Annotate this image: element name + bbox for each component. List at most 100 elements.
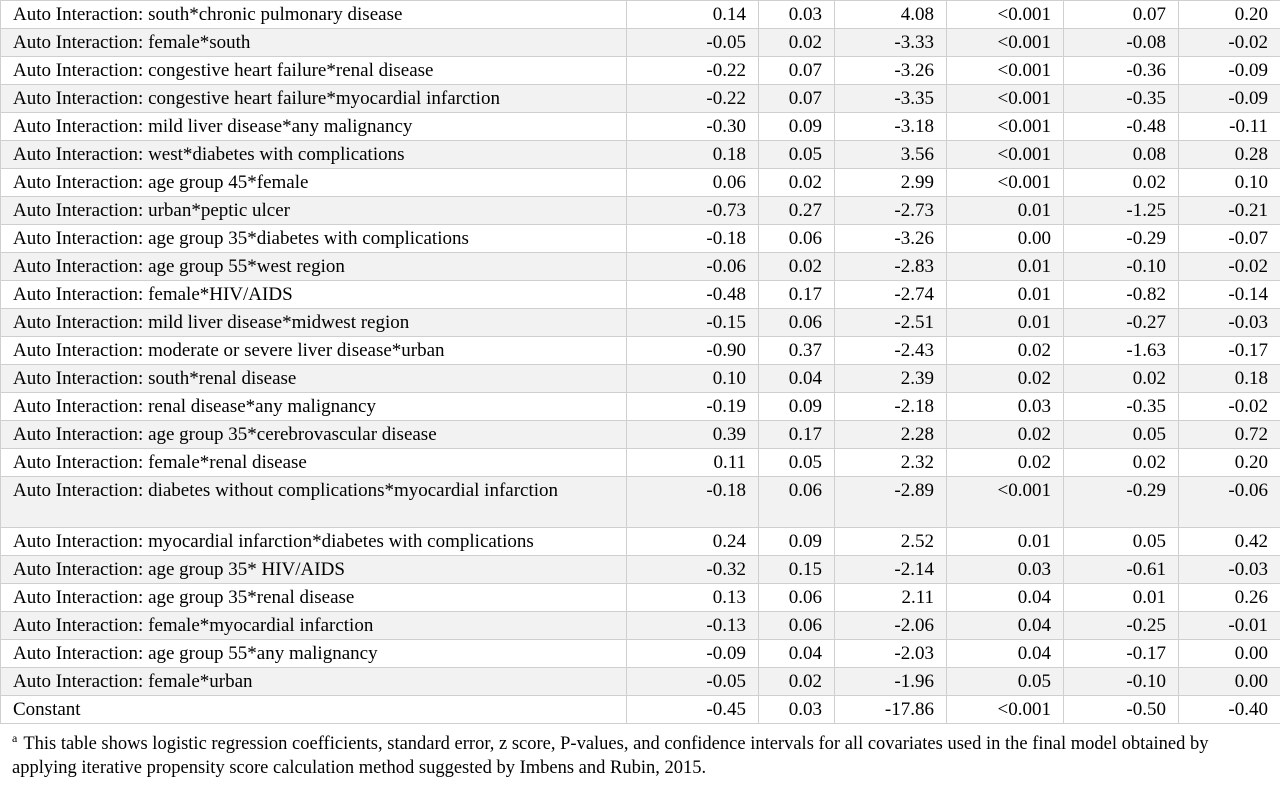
ci-lower-cell: 0.07	[1063, 0, 1179, 29]
standard-error-cell: 0.02	[758, 28, 835, 57]
standard-error-cell: 0.27	[758, 196, 835, 225]
ci-upper-cell: 0.10	[1178, 168, 1280, 197]
ci-upper-cell: -0.02	[1178, 252, 1280, 281]
table-row: Auto Interaction: age group 35*cerebrova…	[0, 420, 1280, 449]
table-row: Auto Interaction: female*myocardial infa…	[0, 611, 1280, 640]
table-row: Auto Interaction: south*renal disease 0.1…	[0, 364, 1280, 393]
ci-lower-cell: -0.50	[1063, 695, 1179, 724]
ci-lower-cell: 0.05	[1063, 527, 1179, 556]
p-value-cell: 0.01	[946, 196, 1064, 225]
standard-error-cell: 0.17	[758, 420, 835, 449]
ci-lower-cell: -0.82	[1063, 280, 1179, 309]
table-footnote: a This table shows logistic regression co…	[0, 724, 1280, 780]
table-row: Auto Interaction: urban*peptic ulcer -0.7…	[0, 196, 1280, 225]
table-row: Auto Interaction: moderate or severe liv…	[0, 336, 1280, 365]
covariate-cell: Auto Interaction: myocardial infarction*…	[0, 527, 627, 556]
ci-lower-cell: -1.63	[1063, 336, 1179, 365]
z-score-cell: -3.33	[834, 28, 947, 57]
standard-error-cell: 0.06	[758, 476, 835, 528]
coefficient-cell: -0.18	[626, 224, 759, 253]
z-score-cell: -17.86	[834, 695, 947, 724]
ci-upper-cell: -0.06	[1178, 476, 1280, 528]
table-row: Auto Interaction: age group 35*diabetes …	[0, 224, 1280, 253]
coefficient-cell: 0.10	[626, 364, 759, 393]
z-score-cell: -2.73	[834, 196, 947, 225]
table-row: Auto Interaction: mild liver disease*any…	[0, 112, 1280, 141]
z-score-cell: -2.14	[834, 555, 947, 584]
covariate-cell: Auto Interaction: south*renal disease	[0, 364, 627, 393]
table-row: Auto Interaction: female*renal disease 0.…	[0, 448, 1280, 477]
covariate-cell: Auto Interaction: female*renal disease	[0, 448, 627, 477]
p-value-cell: 0.01	[946, 308, 1064, 337]
covariate-cell: Auto Interaction: female*urban	[0, 667, 627, 696]
coefficient-cell: 0.18	[626, 140, 759, 169]
z-score-cell: -3.26	[834, 224, 947, 253]
standard-error-cell: 0.03	[758, 695, 835, 724]
ci-lower-cell: 0.02	[1063, 364, 1179, 393]
ci-upper-cell: -0.03	[1178, 555, 1280, 584]
p-value-cell: <0.001	[946, 168, 1064, 197]
table-row: Auto Interaction: age group 55*any malig…	[0, 639, 1280, 668]
coefficient-cell: -0.30	[626, 112, 759, 141]
coefficient-cell: -0.06	[626, 252, 759, 281]
coefficient-cell: 0.39	[626, 420, 759, 449]
covariate-cell: Auto Interaction: age group 35*cerebrova…	[0, 420, 627, 449]
covariate-cell: Auto Interaction: female*myocardial infa…	[0, 611, 627, 640]
standard-error-cell: 0.04	[758, 364, 835, 393]
ci-upper-cell: -0.40	[1178, 695, 1280, 724]
p-value-cell: 0.02	[946, 364, 1064, 393]
ci-upper-cell: 0.20	[1178, 0, 1280, 29]
p-value-cell: 0.01	[946, 252, 1064, 281]
ci-upper-cell: -0.02	[1178, 28, 1280, 57]
ci-upper-cell: -0.09	[1178, 56, 1280, 85]
ci-upper-cell: -0.07	[1178, 224, 1280, 253]
standard-error-cell: 0.03	[758, 0, 835, 29]
ci-upper-cell: 0.72	[1178, 420, 1280, 449]
table-row: Auto Interaction: female*urban -0.05 0.02-…	[0, 667, 1280, 696]
covariate-cell: Auto Interaction: west*diabetes with com…	[0, 140, 627, 169]
table-row: Constant -0.45 0.03 -17.86 <0.001 -0.50 -0.40	[0, 695, 1280, 724]
coefficient-cell: -0.09	[626, 639, 759, 668]
standard-error-cell: 0.02	[758, 168, 835, 197]
z-score-cell: 2.99	[834, 168, 947, 197]
table-row: Auto Interaction: west*diabetes with com…	[0, 140, 1280, 169]
coefficient-cell: 0.14	[626, 0, 759, 29]
p-value-cell: 0.00	[946, 224, 1064, 253]
covariate-cell: Auto Interaction: age group 55*west regi…	[0, 252, 627, 281]
coefficient-cell: 0.06	[626, 168, 759, 197]
covariate-cell: Auto Interaction: female*south	[0, 28, 627, 57]
coefficient-cell: -0.05	[626, 28, 759, 57]
standard-error-cell: 0.09	[758, 112, 835, 141]
ci-lower-cell: -0.29	[1063, 476, 1179, 528]
ci-upper-cell: -0.01	[1178, 611, 1280, 640]
covariate-cell: Auto Interaction: mild liver disease*any…	[0, 112, 627, 141]
p-value-cell: <0.001	[946, 56, 1064, 85]
coefficient-cell: -0.05	[626, 667, 759, 696]
p-value-cell: <0.001	[946, 695, 1064, 724]
z-score-cell: -3.26	[834, 56, 947, 85]
z-score-cell: 4.08	[834, 0, 947, 29]
p-value-cell: <0.001	[946, 28, 1064, 57]
standard-error-cell: 0.37	[758, 336, 835, 365]
standard-error-cell: 0.09	[758, 392, 835, 421]
standard-error-cell: 0.06	[758, 583, 835, 612]
covariate-cell: Auto Interaction: urban*peptic ulcer	[0, 196, 627, 225]
ci-upper-cell: -0.09	[1178, 84, 1280, 113]
coefficient-cell: -0.90	[626, 336, 759, 365]
p-value-cell: 0.05	[946, 667, 1064, 696]
coefficient-cell: -0.18	[626, 476, 759, 528]
coefficient-cell: -0.15	[626, 308, 759, 337]
p-value-cell: <0.001	[946, 112, 1064, 141]
ci-lower-cell: -0.08	[1063, 28, 1179, 57]
standard-error-cell: 0.06	[758, 611, 835, 640]
z-score-cell: -2.89	[834, 476, 947, 528]
covariate-cell: Auto Interaction: age group 45*female	[0, 168, 627, 197]
z-score-cell: -2.51	[834, 308, 947, 337]
ci-lower-cell: -0.17	[1063, 639, 1179, 668]
z-score-cell: -2.06	[834, 611, 947, 640]
table-row: Auto Interaction: age group 55*west regi…	[0, 252, 1280, 281]
ci-lower-cell: -0.27	[1063, 308, 1179, 337]
table-row: Auto Interaction: female*south -0.05 0.02-…	[0, 28, 1280, 57]
coefficient-cell: 0.11	[626, 448, 759, 477]
z-score-cell: 2.52	[834, 527, 947, 556]
